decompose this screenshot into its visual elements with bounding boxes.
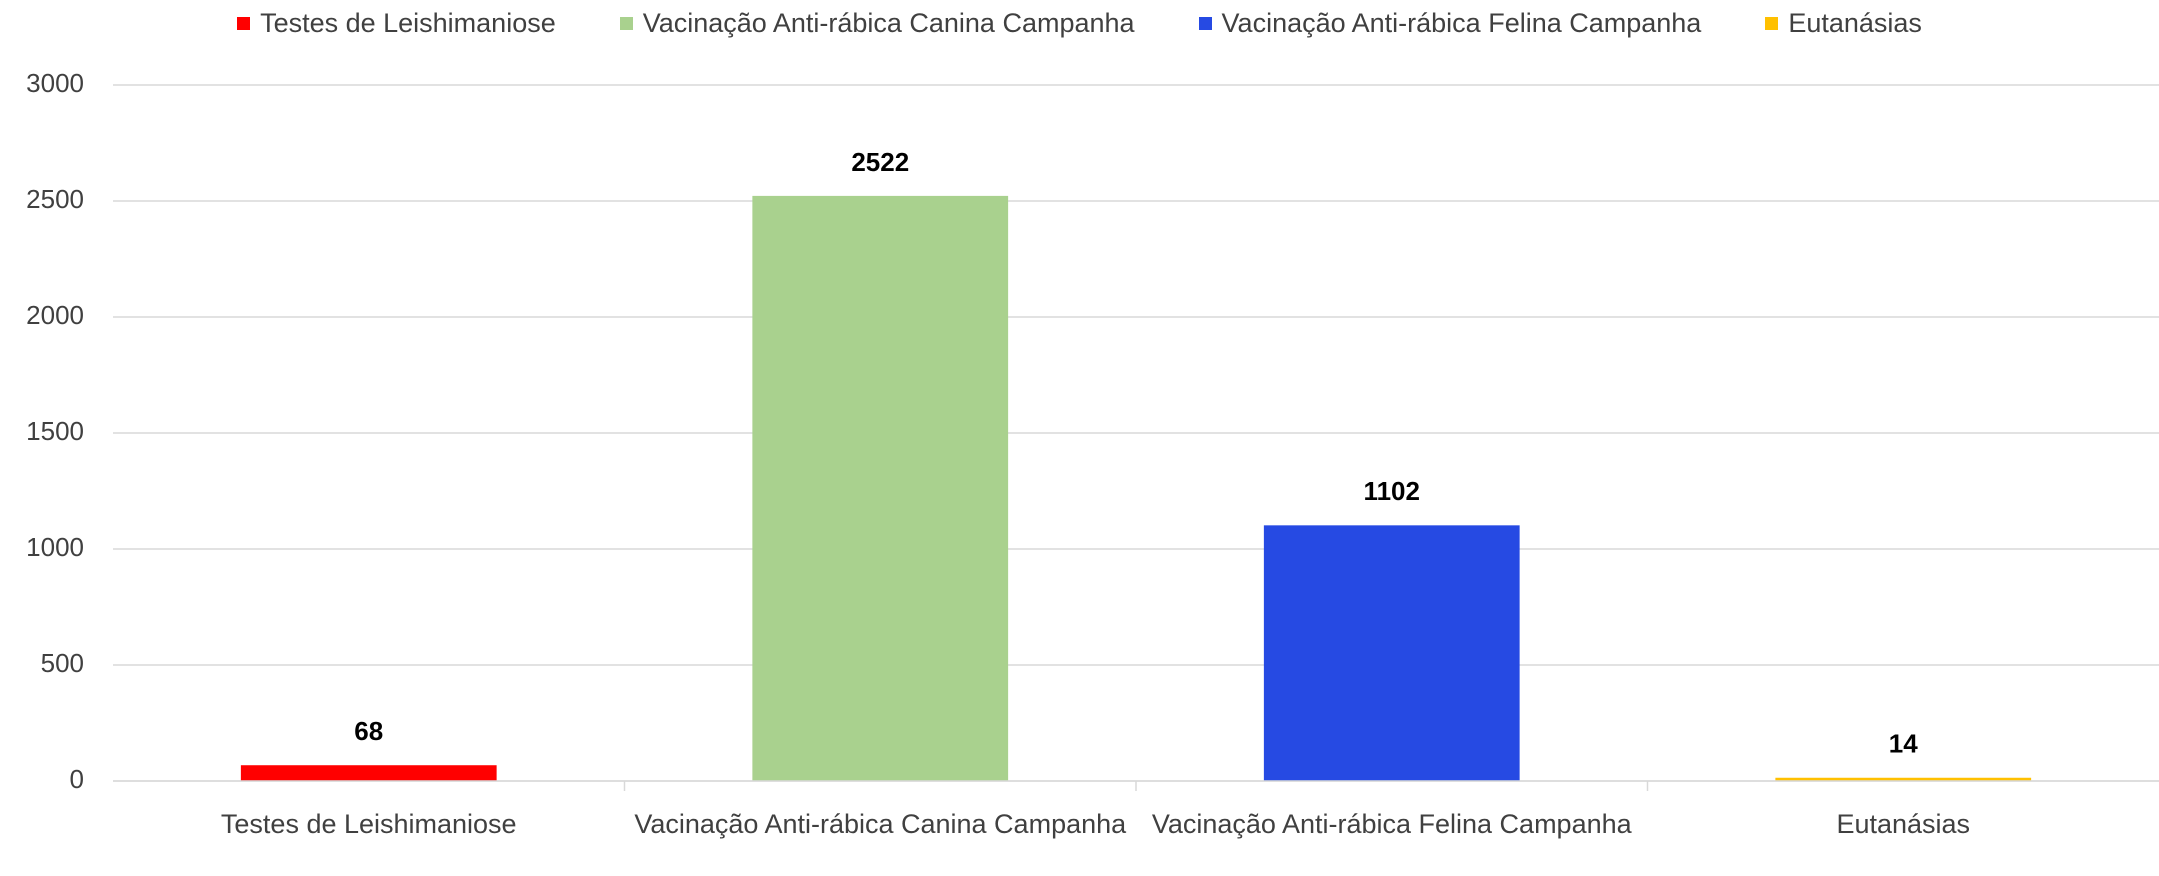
legend-swatch xyxy=(1198,17,1212,30)
value-label: 2522 xyxy=(851,147,909,177)
y-tick-label: 2000 xyxy=(26,300,84,330)
x-tick-label: Eutanásias xyxy=(1836,809,1971,839)
y-tick-label: 500 xyxy=(41,648,84,678)
bar xyxy=(1263,525,1520,781)
bar xyxy=(752,195,1009,781)
bar xyxy=(240,765,497,781)
x-tick-label: Vacinação Anti-rábica Felina Campanha xyxy=(1151,809,1632,839)
y-tick-label: 1500 xyxy=(26,416,84,446)
value-label: 14 xyxy=(1889,729,1918,759)
legend-label: Testes de Leishimaniose xyxy=(260,8,556,38)
legend-item: Eutanásias xyxy=(1765,8,1922,39)
legend-label: Vacinação Anti-rábica Canina Campanha xyxy=(642,8,1135,38)
legend: Testes de Leishimaniose Vacinação Anti-rá… xyxy=(0,8,2159,39)
legend-label: Vacinação Anti-rábica Felina Campanha xyxy=(1221,8,1702,38)
value-label: 68 xyxy=(354,716,383,746)
y-tick-label: 0 xyxy=(70,764,84,794)
y-tick-label: 3000 xyxy=(26,68,84,98)
legend-swatch xyxy=(1765,17,1779,30)
legend-swatch xyxy=(619,17,633,30)
y-tick-label: 2500 xyxy=(26,184,84,214)
legend-item: Vacinação Anti-rábica Canina Campanha xyxy=(619,8,1135,39)
legend-label: Eutanásias xyxy=(1788,8,1922,38)
x-tick-label: Testes de Leishimaniose xyxy=(220,809,517,839)
legend-item: Vacinação Anti-rábica Felina Campanha xyxy=(1198,8,1702,39)
legend-item: Testes de Leishimaniose xyxy=(237,8,556,39)
x-tick-label: Vacinação Anti-rábica Canina Campanha xyxy=(634,809,1127,839)
value-label: 1102 xyxy=(1364,476,1420,506)
bar xyxy=(1775,777,2032,781)
legend-swatch xyxy=(237,17,251,30)
y-tick-label: 1000 xyxy=(26,532,84,562)
